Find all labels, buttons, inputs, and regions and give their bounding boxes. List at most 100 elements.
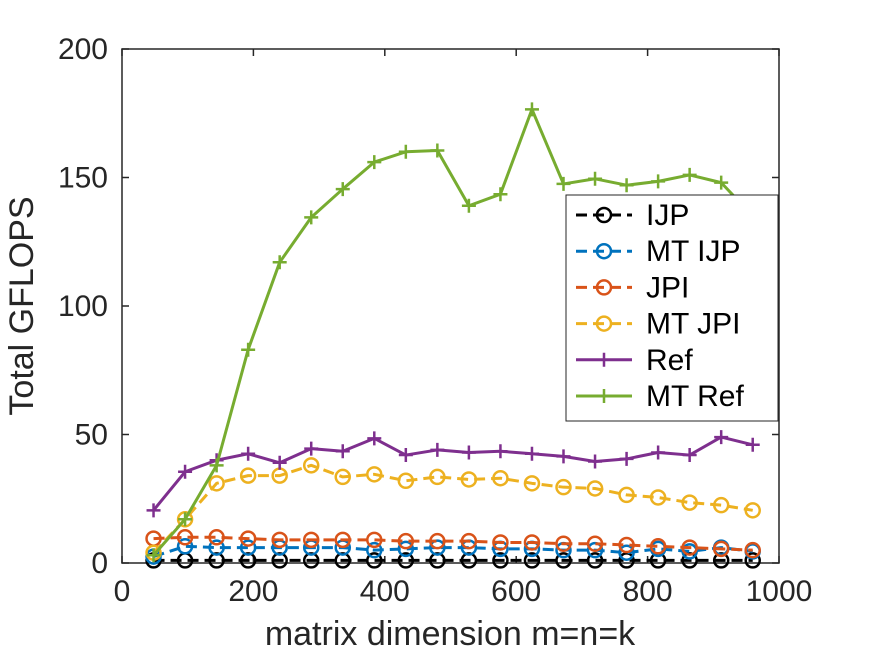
data-point: [146, 548, 161, 563]
legend-marker: [595, 279, 613, 296]
data-point: [429, 532, 446, 550]
series-line-jpi: [153, 535, 753, 552]
data-point: [208, 529, 225, 546]
data-point: [178, 512, 193, 527]
x-axis-label: matrix dimension m=n=k: [265, 615, 636, 653]
data-point: [744, 502, 761, 519]
data-point: [714, 175, 729, 190]
x-tick-label: 0: [114, 575, 131, 608]
data-point: [209, 458, 224, 473]
data-point: [556, 449, 571, 464]
legend-marker: [597, 389, 611, 403]
series-ref: [146, 430, 760, 518]
data-point: [744, 541, 761, 559]
data-point: [397, 540, 415, 558]
data-point: [430, 442, 445, 457]
data-point: [304, 210, 319, 225]
data-point: [461, 445, 476, 460]
x-tick-label: 200: [228, 575, 278, 608]
data-point: [712, 496, 730, 514]
data-point: [366, 541, 383, 559]
data-point: [334, 468, 352, 486]
data-point: [618, 544, 635, 561]
data-point: [272, 255, 287, 270]
data-point: [524, 102, 539, 117]
data-point: [714, 430, 729, 445]
data-point: [208, 539, 225, 556]
data-point: [651, 445, 666, 460]
legend-marker: [595, 315, 613, 332]
data-point: [586, 541, 604, 559]
y-tick-label: 0: [91, 547, 108, 580]
data-point: [176, 538, 194, 555]
data-point: [367, 155, 382, 170]
data-point: [681, 539, 698, 556]
data-point: [588, 171, 603, 186]
data-point: [492, 552, 509, 569]
x-tick-label: 800: [623, 575, 673, 608]
data-point: [555, 535, 572, 552]
y-tick-label: 150: [58, 162, 108, 195]
data-point: [618, 536, 635, 554]
data-point: [176, 529, 194, 546]
data-point: [523, 534, 541, 551]
y-axis-label: Total GFLOPS: [3, 196, 41, 415]
data-point: [398, 448, 413, 463]
legend-marker: [595, 242, 613, 260]
data-point: [146, 503, 161, 518]
data-point: [556, 176, 571, 191]
data-point: [555, 552, 572, 569]
data-point: [618, 552, 635, 569]
data-point: [492, 469, 509, 487]
legend-item-ijp: IJP: [576, 199, 689, 232]
series-jpi: [145, 529, 761, 559]
legend-label: MT IJP: [646, 235, 740, 268]
data-point: [335, 444, 350, 459]
data-point: [241, 342, 256, 357]
legend-marker: [597, 352, 611, 367]
data-point: [302, 531, 320, 549]
data-point: [367, 431, 382, 446]
data-point: [555, 478, 572, 496]
data-point: [651, 174, 666, 189]
data-point: [239, 467, 257, 484]
data-point: [682, 448, 697, 463]
data-point: [429, 539, 446, 556]
data-point: [586, 552, 604, 569]
data-point: [588, 454, 603, 469]
data-point: [397, 472, 415, 490]
series-line-mt-jpi: [152, 463, 753, 554]
data-point: [429, 468, 446, 486]
data-point: [366, 531, 383, 549]
data-point: [239, 530, 257, 547]
legend-marker: [595, 206, 613, 224]
data-point: [271, 531, 288, 549]
data-point: [745, 437, 760, 452]
y-tick-label: 50: [75, 419, 108, 452]
data-point: [335, 182, 350, 197]
data-point: [523, 475, 541, 492]
data-point: [712, 540, 730, 558]
data-point: [619, 178, 634, 193]
legend-label: MT Ref: [646, 380, 744, 413]
data-point: [302, 457, 320, 474]
legend-label: Ref: [646, 344, 693, 377]
data-point: [586, 480, 604, 497]
data-point: [618, 486, 635, 504]
data-point: [334, 531, 352, 549]
data-point: [239, 539, 257, 556]
data-point: [586, 535, 604, 552]
legend-item-ref: Ref: [576, 344, 693, 377]
data-point: [493, 444, 508, 459]
data-point: [492, 534, 509, 551]
legend-item-mt-ref: MT Ref: [576, 380, 744, 413]
y-axis: 0 50 100 150 200: [58, 33, 779, 580]
legend-item-mt-jpi: MT JPI: [576, 308, 740, 341]
legend-box: [565, 194, 779, 422]
x-tick-label: 1000: [746, 575, 813, 608]
data-point: [649, 538, 667, 555]
x-tick-label: 600: [491, 575, 541, 608]
legend-item-jpi: JPI: [576, 271, 689, 304]
